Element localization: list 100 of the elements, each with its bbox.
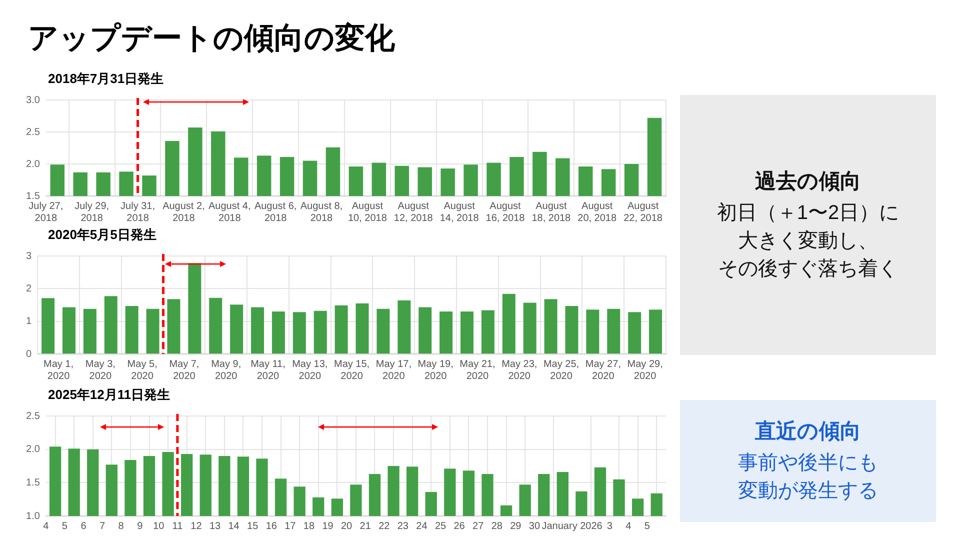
x-tick-label: May 9, 2020: [211, 358, 242, 382]
x-tick-label: August 12, 2018: [394, 200, 434, 224]
chart-subtitle: 2018年7月31日発生: [48, 70, 164, 88]
x-tick-label: May 21, 2020: [460, 358, 496, 382]
x-tick-label: May 1, 2020: [44, 358, 74, 382]
chart-title: 2020年5月5日発生: [48, 226, 156, 244]
x-tick-label: July 29, 2018: [74, 200, 110, 224]
bar: [146, 308, 160, 354]
x-tick-label: May 29, 2020: [627, 358, 663, 382]
x-tick-label: 8: [118, 520, 124, 532]
y-tick-label: 2.0: [26, 444, 40, 456]
bar: [440, 312, 453, 354]
bar: [502, 294, 516, 354]
x-tick-label: 16: [266, 520, 278, 532]
y-tick-label: 1.5: [26, 477, 40, 488]
x-tick-label: 4: [626, 520, 632, 532]
y-tick-label: 1.5: [26, 190, 40, 202]
bar: [481, 310, 494, 354]
x-tick-label: May 15, 2020: [334, 358, 370, 382]
x-tick-label: May 27, 2020: [585, 358, 621, 382]
x-tick-label: 18: [303, 520, 315, 532]
x-tick-label: 6: [80, 520, 87, 532]
y-tick-label: 3: [26, 250, 32, 262]
x-tick-label: July 31, 2018: [120, 200, 155, 224]
x-tick-label: May 13, 2020: [292, 358, 328, 382]
x-tick-label: 20: [340, 520, 353, 532]
bar: [565, 306, 578, 354]
y-tick-label: 0: [26, 348, 32, 360]
x-tick-label: 23: [397, 520, 409, 532]
x-tick-label: May 3, 2020: [85, 358, 116, 382]
text: 変動が発生する: [738, 479, 878, 504]
x-tick-label: 13: [209, 520, 222, 532]
x-tick-label: 12: [190, 520, 202, 532]
bar: [628, 312, 642, 354]
x-tick-label: May 25, 2020: [543, 358, 580, 382]
x-tick-label: 11: [172, 520, 184, 532]
x-tick-label: 24: [416, 520, 428, 532]
x-tick-label: 5: [62, 520, 68, 532]
x-tick-label: August 18, 2018: [532, 200, 572, 224]
y-tick-label: 1: [26, 316, 32, 328]
x-tick-label: August 22, 2018: [624, 200, 663, 224]
bar: [104, 296, 118, 354]
x-tick-label: 22: [378, 520, 390, 532]
x-tick-label: August 6, 2018: [254, 200, 297, 224]
text: 初日（＋1〜2日）に: [716, 201, 900, 226]
x-tick-label: January 2026: [542, 520, 603, 532]
bar: [251, 307, 264, 354]
bar: [314, 310, 327, 354]
x-tick-label: May 11, 2020: [250, 358, 286, 382]
x-tick-label: 17: [284, 520, 296, 532]
text: 直近の傾向: [755, 419, 861, 445]
y-tick-label: 1.0: [26, 510, 40, 522]
x-tick-label: May 19, 2020: [418, 358, 454, 382]
bar: [188, 263, 202, 354]
x-tick-label: 10: [153, 520, 165, 532]
x-tick-label: July 27, 2018: [28, 200, 64, 224]
x-tick-label: August 10, 2018: [348, 200, 388, 224]
text: 過去の傾向: [755, 169, 861, 195]
bar: [62, 307, 76, 354]
bar: [607, 308, 620, 354]
bar: [586, 310, 600, 354]
y-tick-label: 2.5: [26, 126, 40, 138]
x-tick-label: August 4, 2018: [208, 200, 251, 224]
x-tick-label: May 7, 2020: [169, 358, 200, 382]
y-tick-label: 2: [26, 283, 32, 294]
x-tick-label: 27: [472, 520, 484, 532]
chart-title: 2025年12月11日発生: [48, 386, 170, 404]
x-tick-label: May 23, 2020: [502, 358, 538, 382]
bar: [292, 312, 306, 354]
x-tick-label: 30: [528, 520, 540, 532]
chart-title: アップデートの傾向の変化: [28, 20, 395, 57]
bar: [398, 300, 411, 354]
x-tick-label: 26: [454, 520, 466, 532]
bar: [356, 303, 369, 354]
y-tick-label: 2.0: [26, 158, 40, 170]
text: 事前や後半にも: [738, 451, 878, 476]
x-tick-label: 28: [491, 520, 503, 532]
bar: [42, 298, 55, 354]
x-tick-label: August 14, 2018: [440, 200, 480, 224]
bar: [460, 312, 474, 354]
bar: [272, 312, 285, 354]
x-tick-label: 14: [228, 520, 240, 532]
text: その後すぐ落ち着く: [718, 257, 898, 282]
x-tick-label: 9: [137, 520, 144, 532]
bar: [209, 298, 222, 354]
x-tick-label: August 20, 2018: [578, 200, 617, 224]
bar: [167, 299, 180, 354]
bar: [523, 302, 536, 354]
x-tick-label: 19: [322, 520, 334, 532]
x-tick-label: 4: [43, 520, 50, 532]
bar: [649, 310, 662, 354]
bar: [125, 306, 138, 354]
x-tick-label: 3: [606, 520, 613, 532]
x-tick-label: May 17, 2020: [376, 358, 412, 382]
y-tick-label: 2.5: [26, 410, 40, 422]
x-tick-label: May 5, 2020: [127, 358, 158, 382]
x-tick-label: 25: [434, 520, 447, 532]
bar: [230, 304, 244, 354]
bar: [334, 305, 348, 354]
bar: [544, 299, 558, 354]
